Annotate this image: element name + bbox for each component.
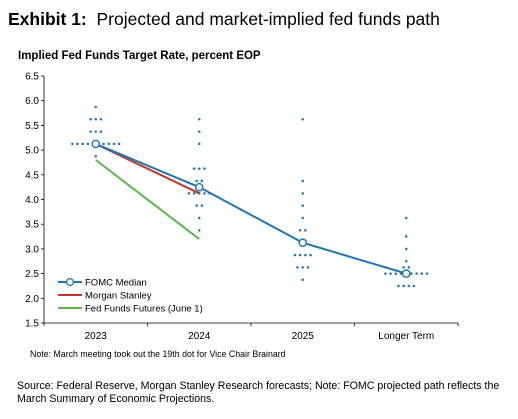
x-tick-label: 2024	[188, 331, 211, 342]
fomc-dot	[94, 130, 97, 133]
y-tick-label: 3.0	[25, 244, 39, 255]
fomc-median-marker	[91, 139, 101, 149]
fomc-dot	[412, 284, 416, 288]
fomc-dot	[405, 216, 408, 220]
fomc-dot	[301, 204, 304, 207]
fomc-dot	[394, 272, 398, 275]
fomc-dot	[203, 167, 206, 170]
fomc-dot	[309, 253, 312, 257]
fomc-median-marker	[298, 238, 308, 248]
fomc-dot	[198, 130, 201, 133]
fomc-dot	[200, 179, 204, 183]
fomc-dot	[415, 272, 418, 275]
fomc-dot	[195, 204, 198, 207]
fomc-dot	[304, 229, 307, 232]
fomc-dot	[192, 167, 196, 170]
fomc-dot	[89, 130, 92, 133]
fomc-dot	[94, 155, 97, 158]
fomc-dot	[389, 272, 392, 275]
chart-area: 1.5 2.0 2.5 3.0 3.5 4.0 4.5 5.0 5.5 6.0 6.5 2023 202…	[25, 72, 459, 342]
fomc-dot	[117, 142, 121, 146]
y-tick-label: 5.5	[25, 121, 39, 132]
fomc-dot	[306, 266, 310, 269]
fomc-dot	[293, 253, 297, 257]
legend-marker	[65, 277, 75, 287]
y-tick-label: 4.0	[25, 195, 39, 206]
fomc-dot	[301, 278, 304, 282]
fomc-dot	[298, 229, 302, 232]
fomc-dot	[407, 266, 411, 269]
x-tick-label: Longer Term	[378, 331, 434, 342]
exhibit-number: Exhibit 1:	[8, 9, 87, 29]
fomc-dot	[304, 253, 307, 257]
fomc-dot	[76, 142, 79, 146]
fomc-dot	[298, 253, 302, 257]
legend-label: Fed Funds Futures (June 1)	[85, 304, 203, 315]
fomc-dot	[301, 216, 304, 220]
fomc-dot	[94, 105, 97, 109]
fomc-dot	[402, 284, 405, 288]
fomc-dot	[301, 179, 304, 183]
fomc-median-marker	[194, 182, 204, 192]
source-note: Source: Federal Reserve, Morgan Stanley …	[17, 380, 500, 405]
fomc-dot	[203, 192, 206, 195]
fomc-line	[95, 143, 407, 275]
exhibit-title: Projected and market-implied fed funds p…	[96, 9, 440, 29]
fomc-dot	[405, 260, 408, 263]
fomc-dot	[102, 142, 105, 146]
y-tick-label: 5.0	[25, 146, 39, 157]
chart-title: Implied Fed Funds Target Rate, percent E…	[18, 50, 261, 62]
fomc-dot	[81, 142, 84, 146]
fomc-median-marker	[401, 269, 411, 278]
fomc-dot	[397, 284, 400, 288]
y-tick-label: 3.5	[25, 220, 39, 231]
fomc-dot	[405, 235, 408, 238]
fomc-dot	[301, 192, 304, 195]
x-tick-label: 2025	[292, 331, 315, 342]
futures-line	[95, 159, 200, 240]
y-tick-label: 6.5	[25, 72, 39, 83]
fomc-dot	[71, 142, 74, 146]
fomc-dot	[402, 266, 405, 269]
fomc-dot	[198, 142, 201, 146]
fomc-dot	[301, 117, 304, 121]
fomc-dot	[192, 192, 196, 195]
fomc-dot	[198, 229, 201, 232]
fomc-dot	[407, 284, 411, 288]
fomc-dot	[187, 192, 191, 195]
fomc-dot	[200, 204, 204, 207]
chart-note: Note: March meeting took out the 19th do…	[30, 349, 286, 359]
exhibit-heading: Exhibit 1: Projected and market-implied …	[8, 9, 440, 30]
fomc-dot	[405, 247, 408, 251]
fomc-dot	[301, 266, 304, 269]
fomc-dot	[195, 179, 198, 183]
fomc-dot	[425, 272, 429, 275]
y-tick-label: 4.5	[25, 170, 39, 181]
y-tick-label: 1.5	[25, 319, 39, 330]
fomc-dot	[99, 117, 103, 121]
fomc-dot	[198, 167, 201, 170]
fomc-dot	[99, 130, 103, 133]
y-tick-label: 2.0	[25, 294, 39, 305]
fomc-dot	[112, 142, 116, 146]
x-tick-label: 2023	[85, 331, 108, 342]
fomc-dot	[420, 272, 424, 275]
fomc-dot	[86, 142, 90, 146]
fomc-dot	[198, 216, 201, 220]
fomc-dot	[410, 272, 413, 275]
y-tick-label: 2.5	[25, 269, 39, 280]
fomc-dot	[107, 142, 110, 146]
legend-label: FOMC Median	[85, 278, 147, 289]
fomc-dot	[384, 272, 387, 275]
fomc-dot	[198, 117, 201, 121]
fomc-dot	[89, 117, 92, 121]
fomc-dot	[296, 266, 299, 269]
fomc-dot	[94, 117, 97, 121]
y-tick-label: 6.0	[25, 96, 39, 107]
legend-label: Morgan Stanley	[85, 291, 152, 302]
